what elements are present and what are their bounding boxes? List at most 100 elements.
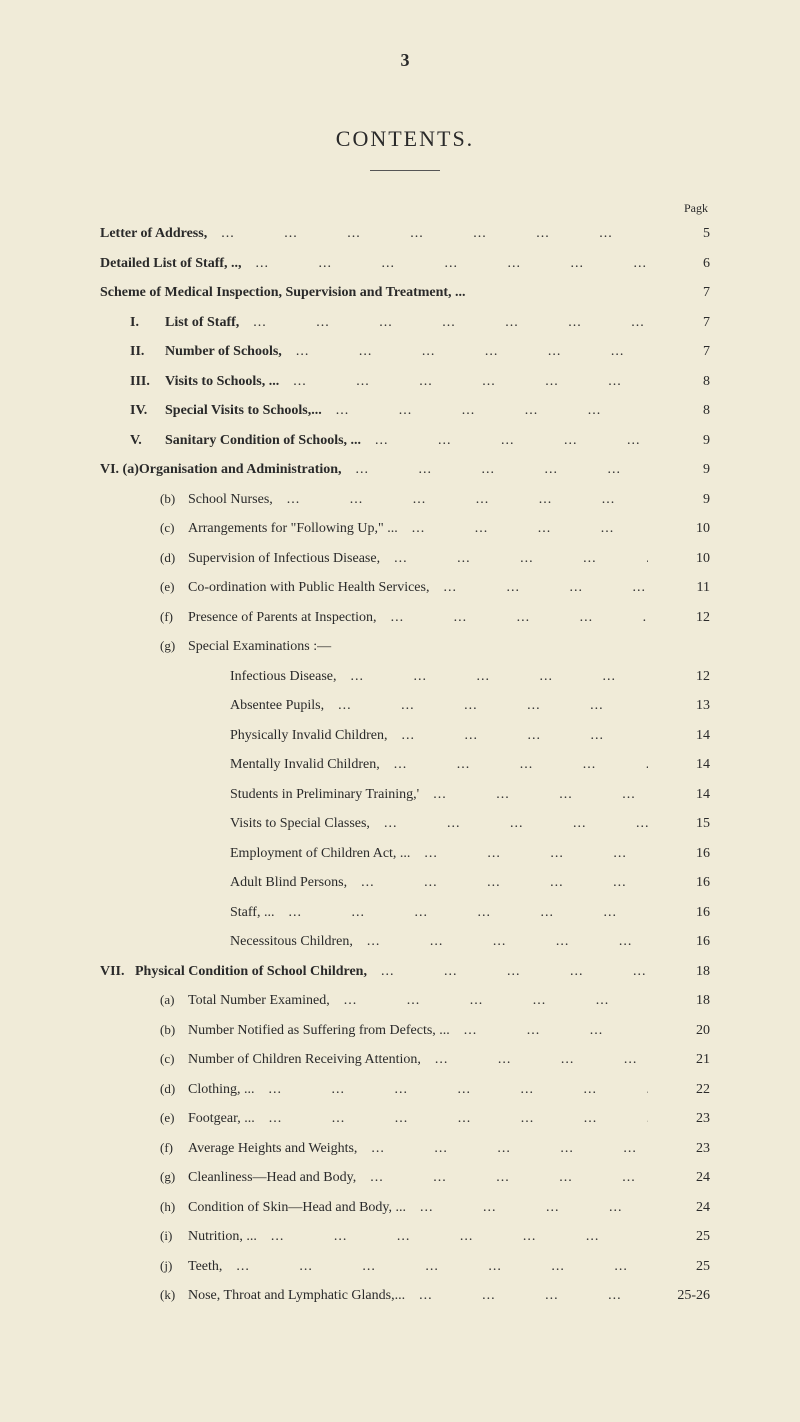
toc-text: Absentee Pupils,	[230, 694, 324, 719]
toc-leader	[239, 311, 648, 336]
toc-page-ref: 6	[648, 252, 710, 277]
toc-text: Organisation and Administration,	[139, 458, 342, 483]
toc-leader	[330, 989, 648, 1014]
toc-leader	[387, 724, 648, 749]
toc-marker: (e)	[160, 576, 188, 599]
toc-leader	[322, 399, 648, 424]
toc-entry: Employment of Children Act, ...16	[100, 842, 710, 867]
toc-marker: V.	[130, 429, 165, 454]
toc-page-ref: 16	[648, 842, 710, 867]
toc-text: Visits to Schools, ...	[165, 370, 279, 395]
toc-marker: IV.	[130, 399, 165, 424]
toc-text: Average Heights and Weights,	[188, 1137, 357, 1162]
toc-entry: (f)Average Heights and Weights,23	[100, 1137, 710, 1162]
toc-text: Condition of Skin—Head and Body, ...	[188, 1196, 406, 1221]
toc-marker: II.	[130, 340, 165, 365]
toc-page-ref: 16	[648, 901, 710, 926]
toc-leader	[274, 901, 648, 926]
toc-entry: (c)Number of Children Receiving Attentio…	[100, 1048, 710, 1073]
toc-leader	[398, 517, 648, 542]
toc-leader	[450, 1019, 648, 1044]
document-page: 3 CONTENTS. Pagk Letter of Address,5Deta…	[0, 0, 800, 1364]
toc-page-ref: 7	[648, 311, 710, 336]
toc-text: Visits to Special Classes,	[230, 812, 370, 837]
toc-marker: (c)	[160, 517, 188, 540]
toc-text: School Nurses,	[188, 488, 273, 513]
toc-text: Number Notified as Suffering from Defect…	[188, 1019, 450, 1044]
toc-text: Clothing, ...	[188, 1078, 255, 1103]
toc-page-ref: 25	[648, 1255, 710, 1280]
toc-page-ref: 18	[648, 989, 710, 1014]
toc-page-ref: 9	[648, 458, 710, 483]
toc-text: Supervision of Infectious Disease,	[188, 547, 380, 572]
toc-leader	[324, 694, 648, 719]
contents-title: CONTENTS.	[100, 126, 710, 152]
toc-marker: (k)	[160, 1284, 188, 1307]
toc-entry: Adult Blind Persons, 16	[100, 871, 710, 896]
toc-marker: VI. (a)	[100, 458, 139, 483]
toc-page-ref: 25-26	[648, 1284, 710, 1309]
toc-page-ref: 9	[648, 429, 710, 454]
toc-page-ref: 18	[648, 960, 710, 985]
toc-page-ref: 15	[648, 812, 710, 837]
toc-text: Sanitary Condition of Schools, ...	[165, 429, 361, 454]
toc-page-ref: 14	[648, 753, 710, 778]
toc-marker: (b)	[160, 488, 188, 511]
toc-marker: (a)	[160, 989, 188, 1012]
toc-page-ref: 10	[648, 547, 710, 572]
toc-entry: Detailed List of Staff, .., 6	[100, 252, 710, 277]
toc-text: Necessitous Children,	[230, 930, 353, 955]
toc-page-ref: 21	[648, 1048, 710, 1073]
toc-entry: (g)Special Examinations :—	[100, 635, 710, 660]
toc-text: Special Examinations :—	[188, 635, 331, 660]
toc-entry: (d)Clothing, ...22	[100, 1078, 710, 1103]
toc-marker: (c)	[160, 1048, 188, 1071]
toc-page-ref: 16	[648, 871, 710, 896]
toc-leader	[255, 1107, 648, 1132]
toc-leader	[410, 842, 648, 867]
toc-entry: (b)Number Notified as Suffering from Def…	[100, 1019, 710, 1044]
toc-page-ref: 23	[648, 1137, 710, 1162]
toc-marker: VII.	[100, 960, 135, 985]
toc-page-ref: 22	[648, 1078, 710, 1103]
toc-leader	[429, 576, 648, 601]
toc-text: Footgear, ...	[188, 1107, 255, 1132]
toc-leader	[279, 370, 648, 395]
page-number-top: 3	[100, 50, 710, 71]
toc-entry: Absentee Pupils,13	[100, 694, 710, 719]
toc-leader	[282, 340, 648, 365]
toc-entry: (a)Total Number Examined,18	[100, 989, 710, 1014]
toc-page-ref: 14	[648, 783, 710, 808]
toc-marker: (g)	[160, 1166, 188, 1189]
toc-entry: (c)Arrangements for "Following Up," ...1…	[100, 517, 710, 542]
toc-entry: (j)Teeth,25	[100, 1255, 710, 1280]
toc-text: Special Visits to Schools,...	[165, 399, 322, 424]
toc-entry: Physically Invalid Children,14	[100, 724, 710, 749]
toc-text: Mentally Invalid Children,	[230, 753, 380, 778]
toc-leader	[377, 606, 648, 631]
toc-entry: I.List of Staff,7	[100, 311, 710, 336]
toc-leader	[353, 930, 648, 955]
toc-leader	[207, 222, 648, 247]
toc-entry: (e)Footgear, ...23	[100, 1107, 710, 1132]
page-column-header: Pagk	[100, 201, 710, 216]
toc-leader	[242, 252, 648, 277]
toc-entry: Students in Preliminary Training,'14	[100, 783, 710, 808]
toc-text: Adult Blind Persons,	[230, 871, 347, 896]
toc-page-ref: 16	[648, 930, 710, 955]
toc-entry: (k)Nose, Throat and Lymphatic Glands,...…	[100, 1284, 710, 1309]
toc-entry: (d)Supervision of Infectious Disease,10	[100, 547, 710, 572]
toc-text: Nose, Throat and Lymphatic Glands,...	[188, 1284, 405, 1309]
toc-text: Detailed List of Staff, ..,	[100, 252, 242, 277]
toc-leader	[380, 753, 648, 778]
toc-entry: (b)School Nurses, 9	[100, 488, 710, 513]
toc-marker: III.	[130, 370, 165, 395]
toc-leader	[419, 783, 648, 808]
toc-page-ref: 8	[648, 370, 710, 395]
toc-entry: (i)Nutrition, ...25	[100, 1225, 710, 1250]
toc-leader	[367, 960, 648, 985]
toc-page-ref: 9	[648, 488, 710, 513]
toc-text: List of Staff,	[165, 311, 239, 336]
toc-page-ref: 25	[648, 1225, 710, 1250]
toc-leader	[406, 1196, 648, 1221]
